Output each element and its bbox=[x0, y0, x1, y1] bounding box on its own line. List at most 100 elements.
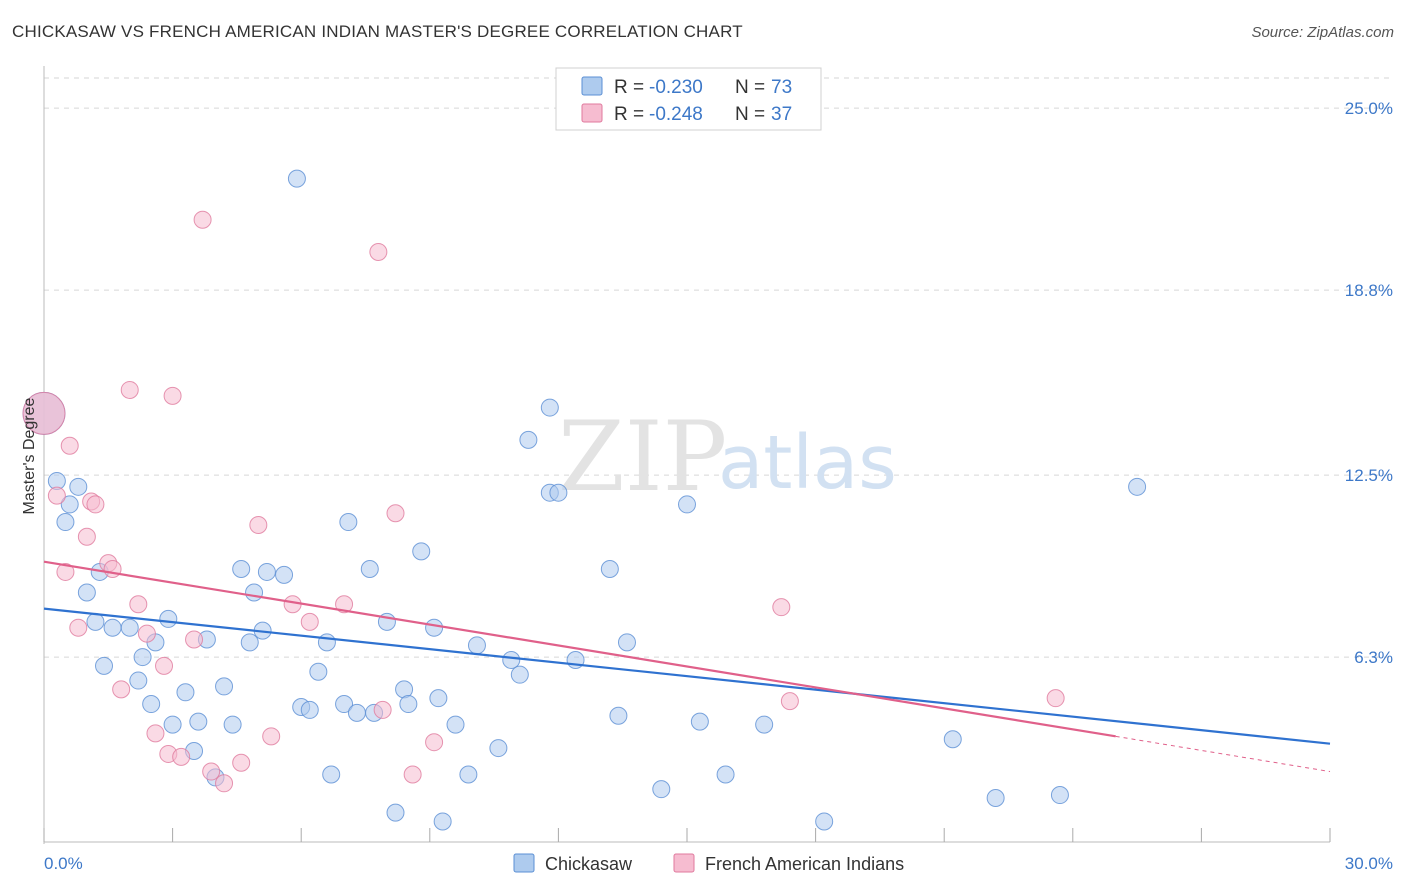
chickasaw-point bbox=[600, 560, 619, 579]
french-point bbox=[262, 727, 281, 746]
chickasaw-point bbox=[163, 715, 182, 734]
chickasaw-point bbox=[120, 618, 139, 637]
x-tick-label-min: 0.0% bbox=[44, 854, 83, 873]
legend-swatch-french bbox=[581, 103, 603, 123]
french-point bbox=[69, 618, 88, 637]
legend-n-value-1: 73 bbox=[771, 77, 792, 98]
chickasaw-point bbox=[60, 495, 79, 514]
chickasaw-point bbox=[215, 677, 234, 696]
chickasaw-point bbox=[322, 765, 341, 784]
source-label: Source: ZipAtlas.com bbox=[1251, 24, 1394, 41]
watermark-atlas: atlas bbox=[718, 420, 897, 506]
french-point bbox=[137, 624, 156, 643]
chickasaw-point bbox=[77, 583, 96, 602]
french-point bbox=[146, 724, 165, 743]
stats-legend: R = -0.230 N = 73 R = -0.248 N = 37 bbox=[555, 67, 822, 131]
chickasaw-point bbox=[943, 730, 962, 749]
chickasaw-point bbox=[69, 477, 88, 496]
y-tick-label: 18.8% bbox=[1345, 281, 1393, 300]
watermark: ZIP atlas bbox=[558, 401, 897, 513]
chickasaw-point bbox=[347, 703, 366, 722]
chickasaw-point bbox=[399, 695, 418, 714]
french-point bbox=[22, 391, 66, 435]
french-point bbox=[780, 692, 799, 711]
chickasaw-point bbox=[335, 695, 354, 714]
legend-r-label-1: R = bbox=[614, 77, 644, 98]
french-point bbox=[129, 595, 148, 614]
french-point bbox=[373, 700, 392, 719]
french-point bbox=[155, 656, 174, 675]
french-point bbox=[425, 733, 444, 752]
watermark-zip: ZIP bbox=[558, 401, 727, 513]
chickasaw-trend-line bbox=[43, 607, 1331, 745]
chickasaw-point bbox=[317, 633, 336, 652]
chickasaw-point bbox=[245, 583, 264, 602]
chickasaw-point bbox=[755, 715, 774, 734]
french-point bbox=[1046, 689, 1065, 708]
axis-layer: 6.3% 12.5% 18.8% 25.0% 0.0% 30.0% bbox=[43, 66, 1393, 873]
chickasaw-point bbox=[652, 780, 671, 799]
french-point bbox=[60, 436, 79, 455]
french-point bbox=[163, 386, 182, 405]
chickasaw-point bbox=[300, 700, 319, 719]
chickasaw-point bbox=[240, 633, 259, 652]
chickasaw-point bbox=[815, 812, 834, 831]
french-point bbox=[386, 504, 405, 523]
french-point bbox=[249, 515, 268, 534]
x-tick-label-max: 30.0% bbox=[1345, 854, 1393, 873]
legend-n-value-2: 37 bbox=[771, 104, 792, 125]
legend-n-label-1: N = bbox=[735, 77, 765, 98]
chickasaw-point bbox=[95, 656, 114, 675]
chickasaw-point bbox=[257, 562, 276, 581]
french-point bbox=[56, 562, 75, 581]
french-point bbox=[300, 612, 319, 631]
trend-layer bbox=[43, 560, 1331, 773]
french-trend-extension bbox=[1115, 735, 1331, 773]
chickasaw-point bbox=[275, 565, 294, 584]
bottom-legend-chickasaw: Chickasaw bbox=[545, 854, 633, 874]
legend-r-label-2: R = bbox=[614, 104, 644, 125]
legend-r-value-1: -0.230 bbox=[649, 77, 703, 98]
chickasaw-point bbox=[986, 788, 1005, 807]
chickasaw-point bbox=[56, 513, 75, 532]
french-trend-line bbox=[43, 560, 1116, 738]
chickasaw-point bbox=[287, 169, 306, 188]
french-point bbox=[403, 765, 422, 784]
french-point bbox=[47, 486, 66, 505]
french-point bbox=[369, 242, 388, 261]
chickasaw-point bbox=[412, 542, 431, 561]
chickasaw-point bbox=[609, 706, 628, 725]
chickasaw-point bbox=[519, 430, 538, 449]
french-point bbox=[202, 762, 221, 781]
chickasaw-point bbox=[159, 609, 178, 628]
french-point bbox=[772, 598, 791, 617]
y-axis-label: Master's Degree bbox=[21, 397, 38, 514]
chickasaw-point bbox=[489, 739, 508, 758]
french-point bbox=[185, 630, 204, 649]
chickasaw-point bbox=[467, 636, 486, 655]
chickasaw-point bbox=[232, 560, 251, 579]
french-point bbox=[232, 753, 251, 772]
chickasaw-point bbox=[716, 765, 735, 784]
bottom-legend-swatch-chickasaw bbox=[513, 853, 535, 873]
y-tick-label: 12.5% bbox=[1345, 466, 1393, 485]
french-point bbox=[172, 747, 191, 766]
chickasaw-point bbox=[103, 618, 122, 637]
chickasaw-point bbox=[386, 803, 405, 822]
points-layer bbox=[22, 169, 1147, 831]
french-point bbox=[103, 560, 122, 579]
legend-swatch-chickasaw bbox=[581, 76, 603, 96]
chickasaw-point bbox=[617, 633, 636, 652]
french-point bbox=[112, 680, 131, 699]
chickasaw-point bbox=[446, 715, 465, 734]
chickasaw-point bbox=[142, 695, 161, 714]
chickasaw-point bbox=[1050, 786, 1069, 805]
chickasaw-point bbox=[425, 618, 444, 637]
chickasaw-point bbox=[510, 665, 529, 684]
bottom-legend-french: French American Indians bbox=[705, 854, 904, 874]
chickasaw-point bbox=[360, 560, 379, 579]
chickasaw-point bbox=[176, 683, 195, 702]
chickasaw-point bbox=[502, 651, 521, 670]
french-point bbox=[120, 380, 139, 399]
